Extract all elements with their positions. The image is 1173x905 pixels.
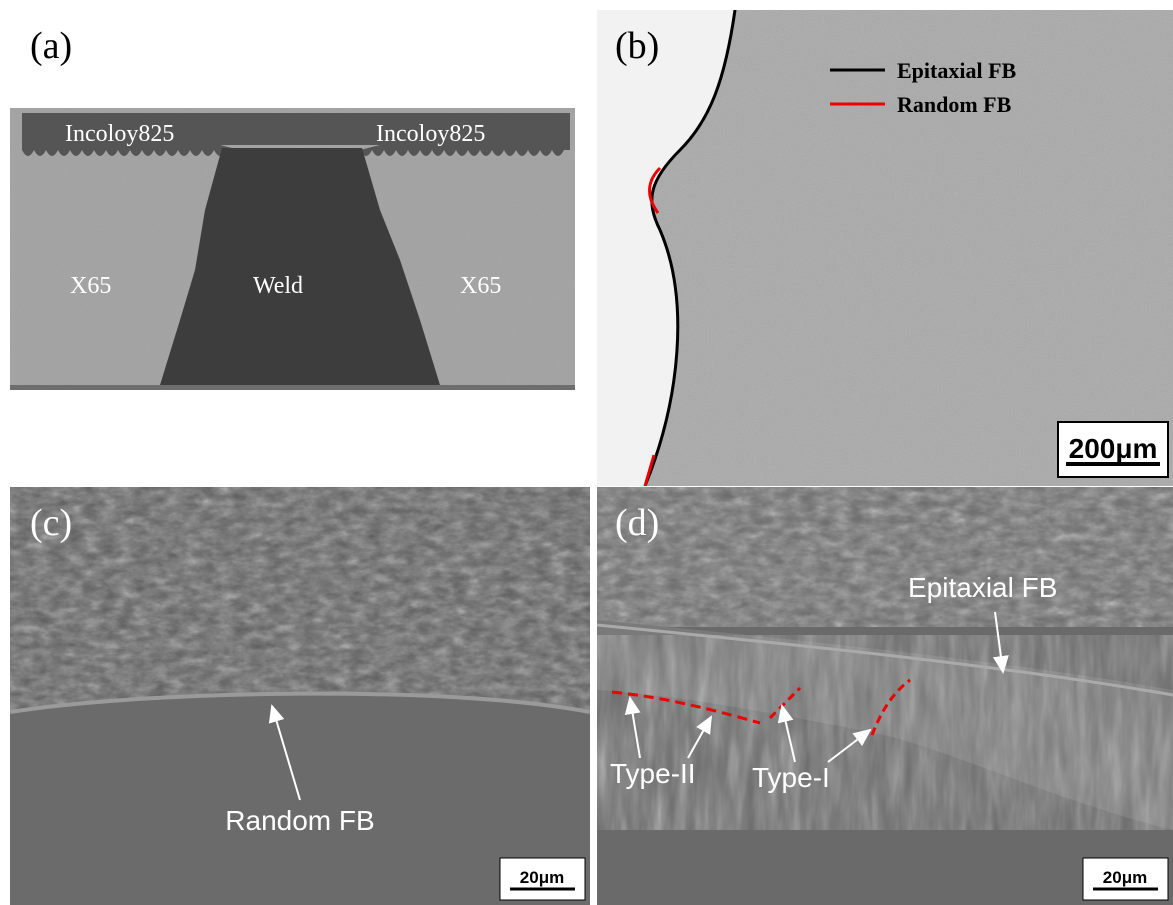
panel-label: (c) [30,502,72,544]
scale-bar-label: 20μm [520,868,564,887]
annotation: X65 [460,273,501,299]
annotation: Incoloy825 [376,121,485,147]
scale-bar-label: 20μm [1103,868,1147,887]
annotation: Incoloy825 [65,121,174,147]
panel-label: (d) [615,502,659,544]
annotation: Type-II [610,758,696,789]
panel-label: (b) [615,25,659,67]
figure: (a) Incoloy825 Incoloy825 X65 Weld X65 (… [0,0,1173,905]
annotation: Random FB [225,805,374,836]
scale-bar-label: 200μm [1069,433,1158,464]
legend-entry: Epitaxial FB [897,58,1017,83]
legend-entry: Random FB [897,92,1012,117]
panel-a: (a) Incoloy825 Incoloy825 X65 Weld X65 [10,25,575,390]
panel-d: (d) Epitaxial FB Type-II Type-I 20μm [597,487,1173,905]
panel-b: (b) Epitaxial FB Random FB 200μm [597,10,1173,486]
panel-c: (c) Random FB 20μm [10,487,590,905]
panel-label: (a) [30,25,72,67]
annotation: Type-I [752,762,830,793]
annotation: Epitaxial FB [908,572,1057,603]
annotation: Weld [253,273,303,299]
annotation: X65 [70,273,111,299]
